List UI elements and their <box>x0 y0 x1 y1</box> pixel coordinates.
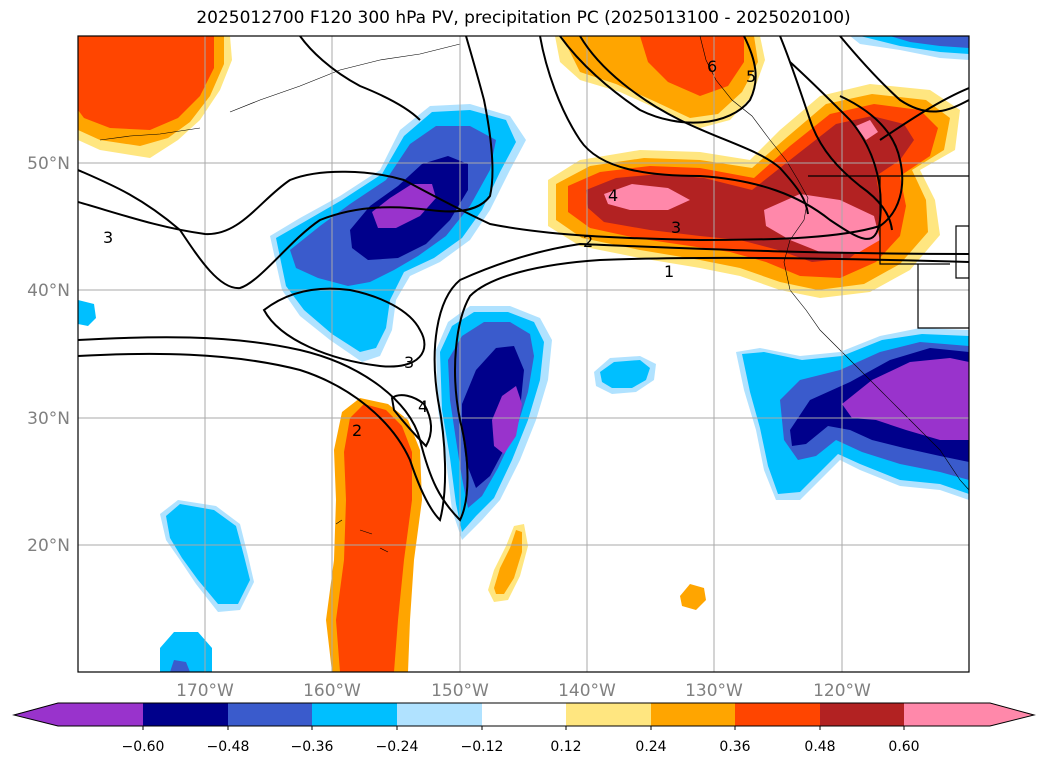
map-panel: 1 2 2 3 3 3 4 4 5 6 <box>78 36 969 672</box>
colorbar-bin <box>566 703 651 726</box>
lat-label: 50°N <box>27 154 70 174</box>
colorbar-bin <box>312 703 397 726</box>
colorbar-bin <box>397 703 482 726</box>
contour-labels: 1 2 2 3 3 3 4 4 5 6 <box>103 57 756 440</box>
colorbar-bin <box>143 703 228 726</box>
precip-positive-anomalies <box>78 36 960 672</box>
contour-label: 6 <box>707 57 717 76</box>
contour-label: 3 <box>671 218 681 237</box>
contour-label: 4 <box>418 397 428 416</box>
contour-label: 3 <box>103 228 113 247</box>
colorbar-tick-labels: −0.60 −0.48 −0.36 −0.24 −0.12 0.12 0.24 … <box>122 739 920 755</box>
longitude-labels: 170°W 160°W 150°W 140°W 130°W 120°W <box>176 681 871 701</box>
lon-label: 140°W <box>558 681 616 701</box>
lon-label: 160°W <box>303 681 361 701</box>
lat-label: 40°N <box>27 281 70 301</box>
colorbar-bin <box>482 703 566 726</box>
colorbar: −0.60 −0.48 −0.36 −0.24 −0.12 0.12 0.24 … <box>12 702 1036 755</box>
colorbar-tick-label: 0.24 <box>635 739 666 755</box>
coastlines <box>99 36 969 553</box>
latitude-labels: 50°N 40°N 30°N 20°N <box>27 154 70 556</box>
colorbar-bins <box>14 703 1034 730</box>
colorbar-tick-label: 0.36 <box>719 739 750 755</box>
borders <box>808 175 969 329</box>
colorbar-bin <box>228 703 312 726</box>
graticule <box>78 36 969 672</box>
lat-label: 20°N <box>27 536 70 556</box>
colorbar-bin <box>14 703 143 726</box>
colorbar-bin <box>820 703 904 726</box>
precip-negative-anomalies <box>78 36 969 672</box>
contour-label: 2 <box>583 232 593 251</box>
colorbar-bin <box>904 703 1034 726</box>
colorbar-tick-label: −0.24 <box>376 739 419 755</box>
lon-label: 170°W <box>176 681 234 701</box>
map-frame <box>77 35 970 673</box>
colorbar-tick-label: 0.48 <box>804 739 835 755</box>
colorbar-tick-label: −0.36 <box>291 739 334 755</box>
colorbar-tick-label: −0.60 <box>122 739 165 755</box>
map-title: 2025012700 F120 300 hPa PV, precipitatio… <box>196 8 851 28</box>
contour-label: 2 <box>352 421 362 440</box>
contour-label: 3 <box>404 353 414 372</box>
pv-contours <box>78 36 969 522</box>
colorbar-bin <box>651 703 735 726</box>
contour-label: 1 <box>664 262 674 281</box>
colorbar-tick-label: −0.12 <box>461 739 504 755</box>
contour-label: 5 <box>746 67 756 86</box>
lat-label: 30°N <box>27 409 70 429</box>
colorbar-tick-label: −0.48 <box>207 739 250 755</box>
lon-label: 130°W <box>685 681 743 701</box>
colorbar-tick-label: 0.60 <box>888 739 919 755</box>
contour-label: 4 <box>608 186 618 205</box>
colorbar-tick-label: 0.12 <box>550 739 581 755</box>
lon-label: 120°W <box>813 681 871 701</box>
lon-label: 150°W <box>431 681 489 701</box>
colorbar-bin <box>735 703 820 726</box>
